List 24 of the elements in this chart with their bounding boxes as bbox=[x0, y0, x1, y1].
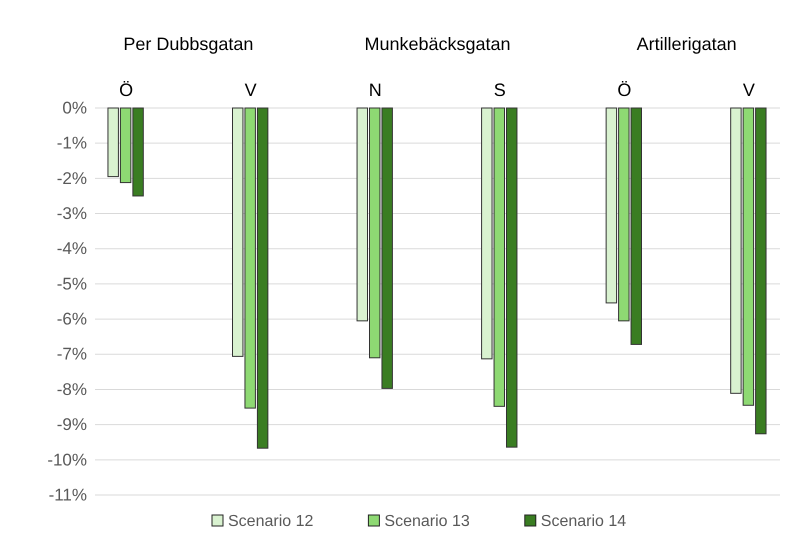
y-tick-label: -11% bbox=[48, 485, 87, 504]
x-tick-label: Ö bbox=[119, 80, 134, 100]
y-tick-label: -7% bbox=[56, 344, 87, 364]
text: Per Dubbsgatan bbox=[123, 34, 254, 54]
y-tick-label: -10% bbox=[47, 450, 87, 470]
y-tick-label: -3% bbox=[56, 204, 87, 223]
y-tick-label: -4% bbox=[56, 239, 87, 258]
x-tick-label: V bbox=[244, 80, 257, 100]
y-tick-label: -2% bbox=[56, 168, 87, 188]
legend-label: Scenario 13 bbox=[384, 513, 470, 530]
text: Munkebäcksgatan bbox=[364, 34, 511, 54]
text: Artillerigatan bbox=[636, 34, 737, 54]
x-tick-label: Ö bbox=[617, 80, 632, 100]
y-tick-label: -1% bbox=[56, 134, 87, 153]
y-tick-label: -8% bbox=[56, 380, 87, 399]
y-tick-label: -5% bbox=[56, 274, 87, 294]
legend-label: Scenario 14 bbox=[540, 513, 626, 530]
y-tick-label: 0% bbox=[62, 98, 87, 118]
legend-label: Scenario 12 bbox=[228, 513, 314, 530]
x-tick-label: N bbox=[368, 80, 382, 100]
x-tick-label: S bbox=[494, 80, 506, 100]
y-tick-label: -6% bbox=[56, 310, 87, 329]
x-tick-label: V bbox=[742, 80, 755, 100]
y-tick-label: -9% bbox=[56, 415, 87, 434]
